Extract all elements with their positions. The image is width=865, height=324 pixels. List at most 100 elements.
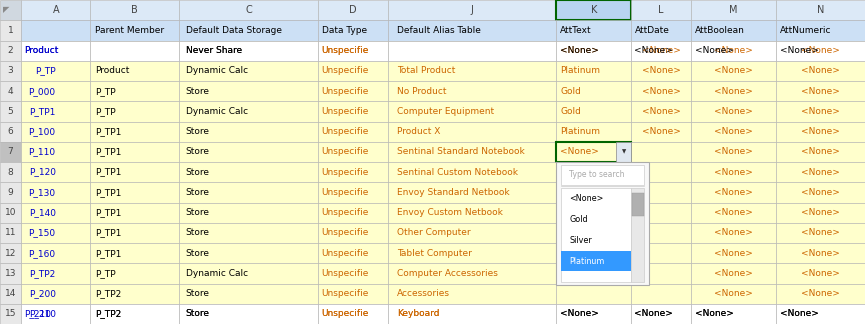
Bar [631, 142, 691, 162]
Text: <None>: <None> [714, 87, 753, 96]
Bar [631, 304, 691, 324]
Bar [21, 20, 90, 40]
Bar [318, 81, 388, 101]
Text: 13: 13 [5, 269, 16, 278]
Text: J: J [471, 5, 474, 15]
Text: Unspecifie: Unspecifie [322, 168, 369, 177]
Bar [90, 142, 179, 162]
Text: P_TP1: P_TP1 [95, 188, 121, 197]
Bar [21, 0, 90, 20]
Text: L: L [658, 5, 664, 15]
Bar [388, 304, 556, 324]
Text: Unspecifie: Unspecifie [322, 269, 369, 278]
Bar [21, 223, 90, 243]
Text: <None>: <None> [695, 309, 734, 318]
Text: Other Computer: Other Computer [397, 228, 471, 237]
Bar [90, 162, 179, 182]
Text: Store: Store [186, 147, 209, 156]
Text: Unspecifie: Unspecifie [322, 228, 369, 237]
Text: Unspecifie: Unspecifie [322, 289, 369, 298]
Bar [776, 243, 865, 263]
Bar [556, 0, 631, 20]
Bar [388, 182, 556, 202]
Bar [179, 182, 318, 202]
Bar [691, 81, 776, 101]
Text: <None>: <None> [695, 46, 734, 55]
Text: 8: 8 [8, 168, 14, 177]
Bar [556, 20, 631, 40]
Text: <None>: <None> [561, 46, 599, 55]
Text: Keyboard: Keyboard [397, 309, 439, 318]
Bar [388, 142, 556, 162]
Bar [90, 122, 179, 142]
Bar [21, 243, 90, 263]
Text: P_120: P_120 [29, 168, 55, 177]
Bar [179, 122, 318, 142]
Bar [388, 0, 556, 20]
Text: P_TP: P_TP [95, 107, 115, 116]
Bar [631, 284, 691, 304]
Bar [0, 263, 21, 284]
Text: <None>: <None> [801, 188, 840, 197]
Text: Unspecifie: Unspecifie [322, 249, 369, 258]
Bar [776, 142, 865, 162]
Bar [0, 61, 21, 81]
Bar [179, 162, 318, 182]
Bar [318, 304, 388, 324]
Text: <None>: <None> [801, 87, 840, 96]
Text: <None>: <None> [801, 66, 840, 75]
Text: AttBoolean: AttBoolean [695, 26, 745, 35]
Bar [556, 223, 631, 243]
Bar [631, 40, 691, 61]
Bar [318, 0, 388, 20]
Bar [179, 101, 318, 122]
Text: <None>: <None> [714, 107, 753, 116]
Text: Never Share: Never Share [186, 46, 242, 55]
Bar [0, 142, 21, 162]
Bar [179, 304, 318, 324]
Text: Never Share: Never Share [186, 46, 242, 55]
Text: 1: 1 [8, 26, 14, 35]
Bar [318, 40, 388, 61]
Text: AttNumeric: AttNumeric [780, 26, 831, 35]
Text: <None>: <None> [642, 87, 681, 96]
Text: <None>: <None> [714, 46, 753, 55]
Bar [776, 20, 865, 40]
Bar [90, 0, 179, 20]
Bar [179, 243, 318, 263]
Bar [90, 202, 179, 223]
Text: P_TP1: P_TP1 [95, 127, 121, 136]
Bar [318, 202, 388, 223]
Text: <None>: <None> [714, 208, 753, 217]
Text: 7: 7 [8, 147, 14, 156]
Text: <None>: <None> [642, 107, 681, 116]
Bar [0, 223, 21, 243]
Text: <None>: <None> [561, 309, 599, 318]
Bar [318, 284, 388, 304]
Bar [21, 304, 90, 324]
Text: A: A [53, 5, 59, 15]
Bar [21, 81, 90, 101]
Bar [388, 284, 556, 304]
Bar [318, 101, 388, 122]
Text: 14: 14 [5, 289, 16, 298]
Bar [776, 122, 865, 142]
Text: P_210: P_210 [29, 309, 55, 318]
Text: <None>: <None> [714, 168, 753, 177]
Bar [90, 243, 179, 263]
Text: Store: Store [186, 309, 209, 318]
Text: P_140: P_140 [29, 208, 55, 217]
Bar [631, 122, 691, 142]
Bar [90, 61, 179, 81]
Bar [179, 40, 318, 61]
Text: 3: 3 [8, 66, 14, 75]
Text: ◤: ◤ [3, 5, 10, 14]
Bar [556, 304, 631, 324]
Text: <None>: <None> [714, 289, 753, 298]
Text: Computer Accessories: Computer Accessories [397, 269, 497, 278]
Text: Store: Store [186, 127, 209, 136]
Bar [556, 202, 631, 223]
Bar [90, 284, 179, 304]
Bar [556, 0, 631, 20]
Text: Computer Equipment: Computer Equipment [397, 107, 494, 116]
